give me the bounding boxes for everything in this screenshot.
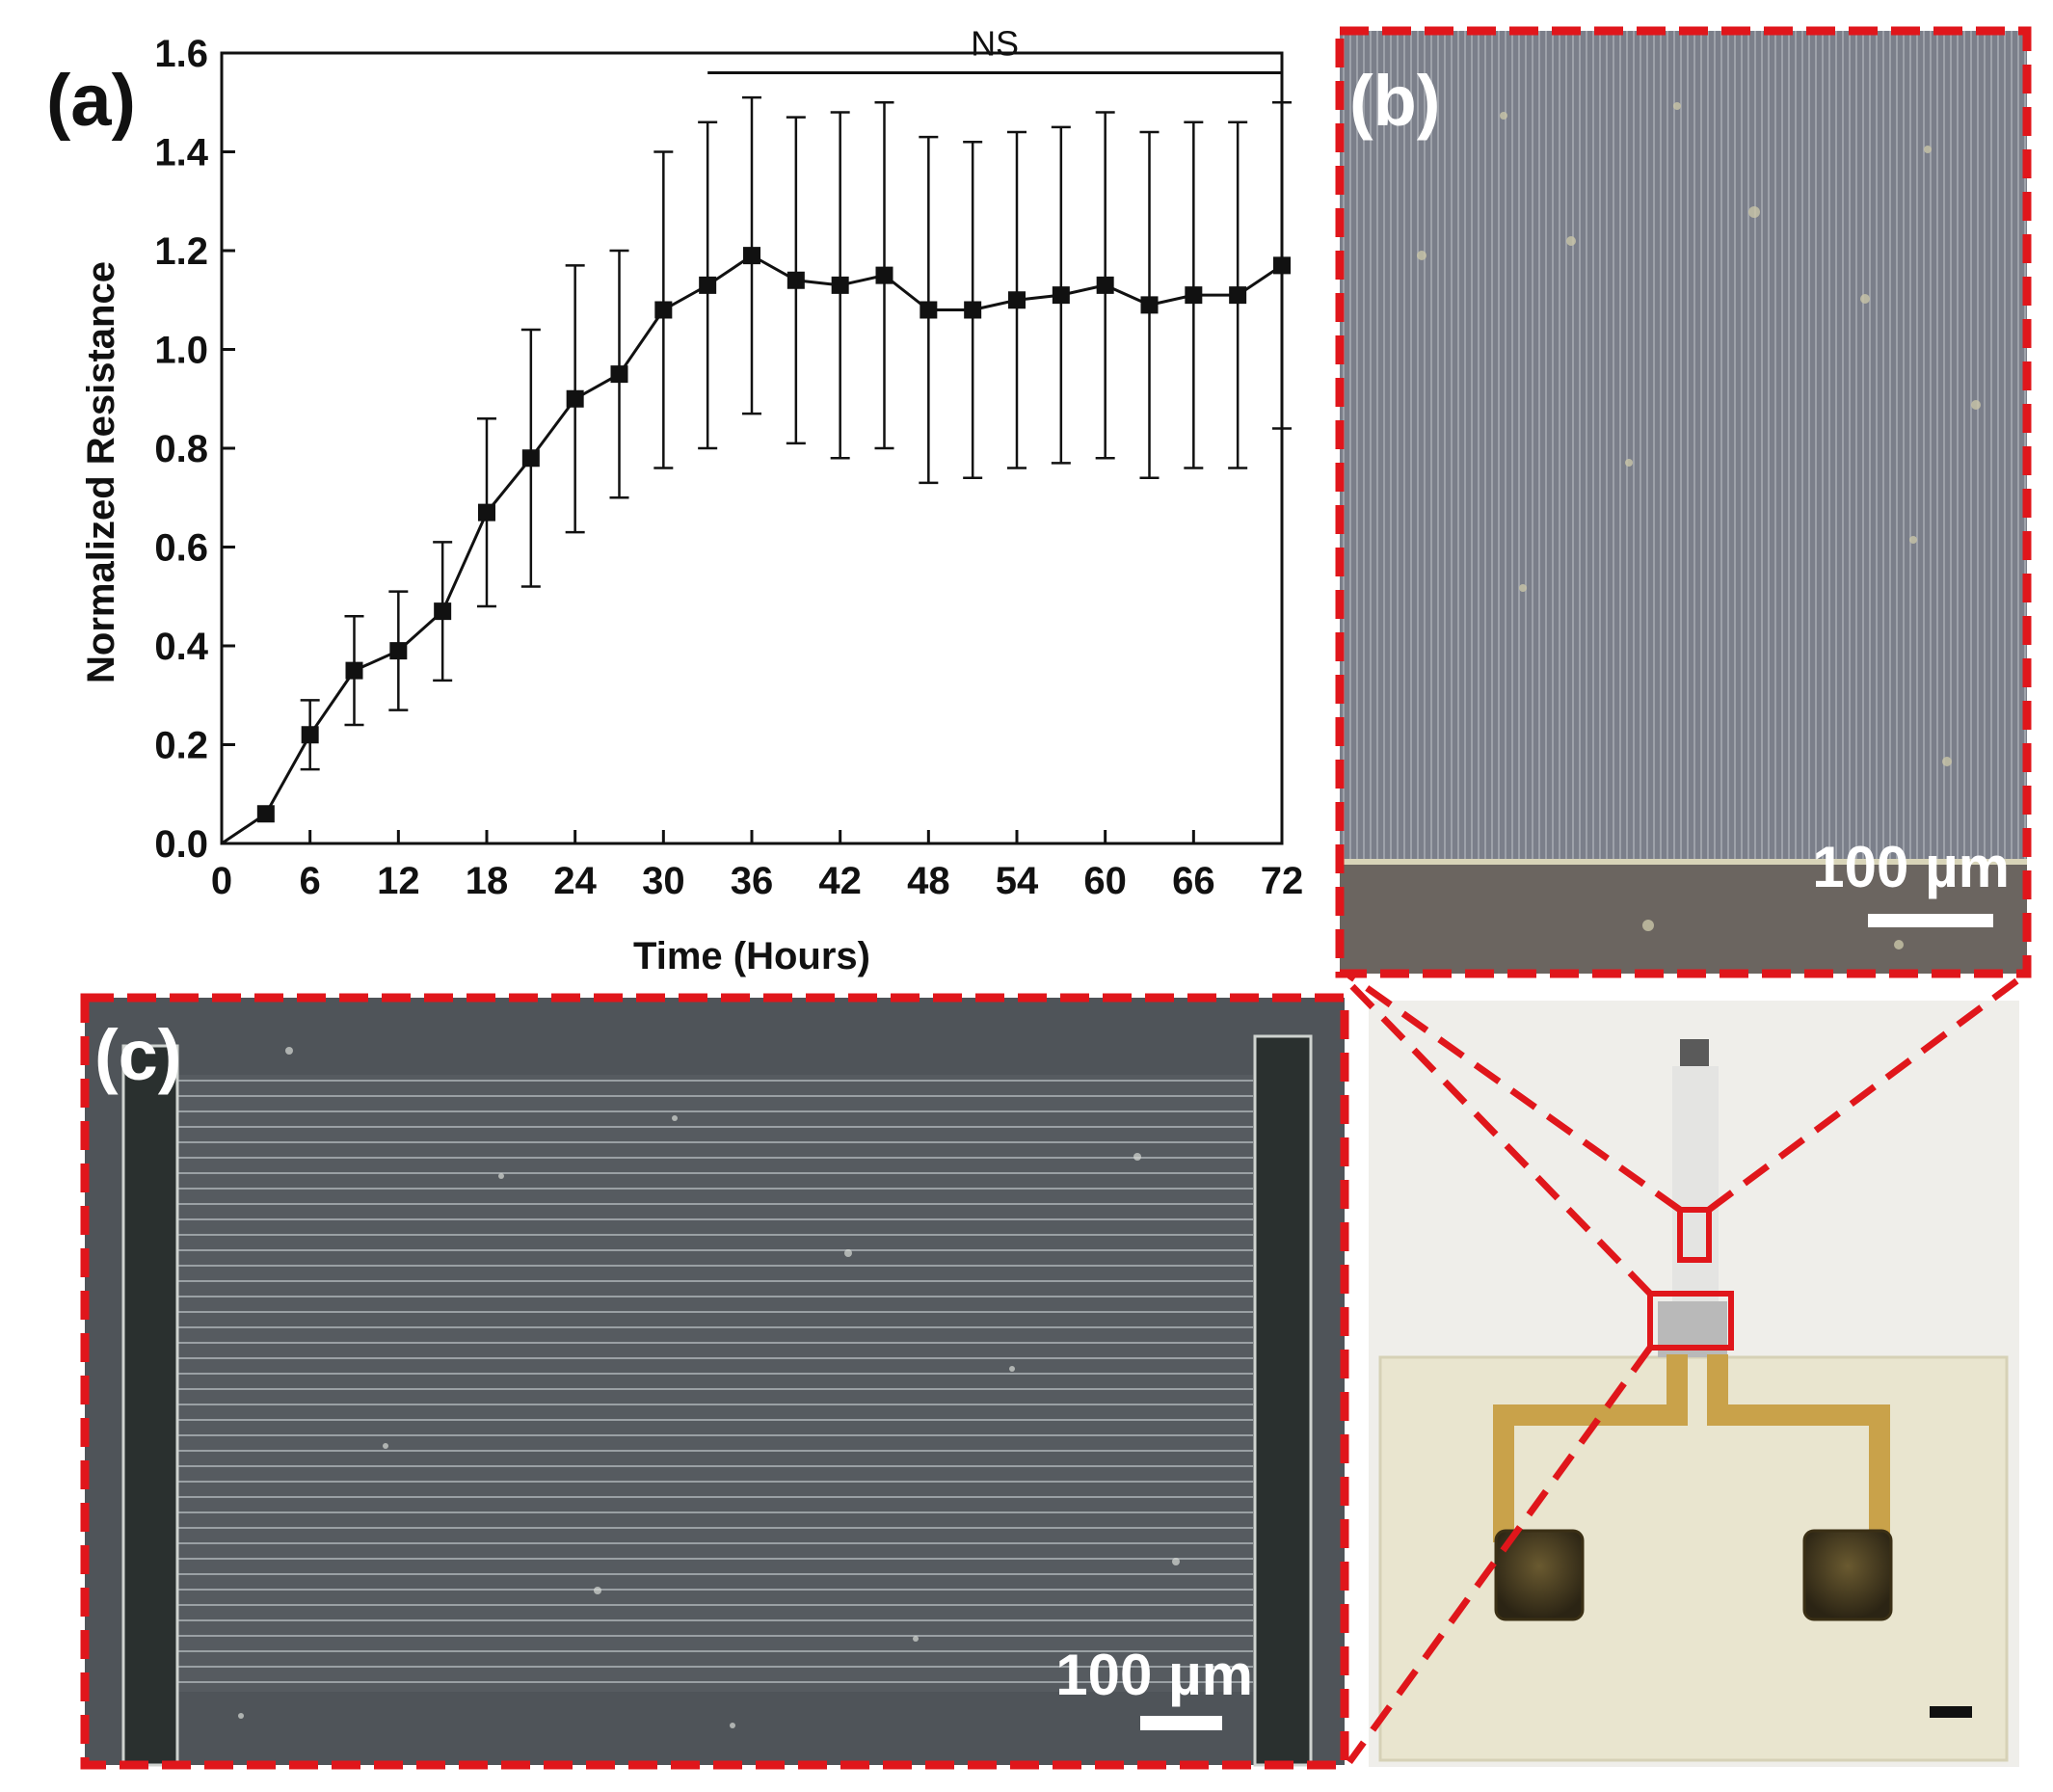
data-point	[478, 503, 495, 522]
data-point	[256, 805, 275, 823]
zoom-connector-lines	[1346, 973, 2027, 1765]
panel-c-scale-label: 100 µm	[1055, 1643, 1253, 1707]
panel-b-border	[1335, 26, 2032, 978]
x-tick-label: 60	[1083, 860, 1127, 902]
panel-c-border	[80, 993, 1349, 1770]
electrode-right	[1253, 1034, 1313, 1767]
data-point	[521, 449, 540, 468]
y-tick-label: 0.4	[154, 626, 208, 668]
x-tick-label: 12	[377, 860, 420, 902]
y-tick-label: 0.6	[154, 527, 208, 570]
zoom-box-lower	[1647, 1291, 1734, 1351]
data-point	[964, 301, 982, 319]
contact-pad-left	[1494, 1529, 1585, 1621]
data-point	[1052, 286, 1070, 305]
x-tick-label: 30	[642, 860, 685, 902]
data-point	[831, 276, 849, 294]
device-sensor-strip	[1672, 1066, 1719, 1317]
data-point	[610, 365, 628, 384]
x-tick-label: 18	[466, 860, 509, 902]
data-point	[875, 266, 893, 284]
device-photo	[1369, 1001, 2019, 1767]
panel-c-letter: (c)	[94, 1015, 181, 1095]
x-tick-label: 42	[818, 860, 862, 902]
cell-debris-b	[1417, 102, 1981, 949]
electrode-left	[121, 1044, 179, 1767]
panel-b-letter: (b)	[1349, 61, 1441, 141]
data-point	[1008, 291, 1026, 309]
data-point	[1273, 256, 1291, 275]
device-scale-bar	[1930, 1706, 1972, 1718]
y-axis: 0.0 0.2 0.4 0.6 0.8 1.0 1.2 1.4 1.6	[154, 33, 235, 866]
panel-b-micrograph: (b) 100 µm	[1335, 26, 2032, 978]
x-tick-label: 36	[731, 860, 774, 902]
x-axis-title: Time (Hours)	[633, 935, 870, 977]
x-tick-label: 0	[211, 860, 232, 902]
x-tick-label: 66	[1172, 860, 1215, 902]
y-tick-label: 1.4	[154, 132, 208, 174]
y-tick-label: 0.2	[154, 725, 208, 767]
data-point	[301, 726, 319, 744]
data-point	[389, 642, 408, 660]
data-point	[566, 389, 584, 408]
x-axis: 0 6 12 18 24 30 36 42 48 54 60 66 72	[211, 830, 1303, 902]
y-tick-label: 1.6	[154, 33, 208, 75]
panel-c-scale-bar	[1140, 1716, 1222, 1730]
panel-a-letter: (a)	[46, 60, 136, 142]
panel-b-scale-label: 100 µm	[1812, 835, 2010, 899]
y-tick-label: 0.8	[154, 428, 208, 470]
data-point	[434, 602, 452, 621]
ns-annotation: NS	[971, 24, 1019, 64]
gold-trace-left	[1493, 1354, 1688, 1542]
micrograph-b-image	[1340, 31, 2027, 862]
data-point	[787, 271, 805, 289]
x-tick-label: 48	[907, 860, 950, 902]
device-sample-block	[1680, 1039, 1709, 1066]
y-tick-label: 1.0	[154, 330, 208, 372]
y-axis-title: Normalized Resistance	[80, 261, 122, 683]
y-tick-label: 1.2	[154, 230, 208, 273]
data-point	[1185, 286, 1203, 305]
x-tick-label: 72	[1261, 860, 1304, 902]
panel-c-micrograph: (c) 100 µm	[80, 993, 1349, 1770]
panel-b-scale-bar	[1868, 914, 1993, 927]
data-point	[1229, 286, 1247, 305]
data-point	[699, 276, 717, 294]
data-point	[654, 301, 673, 319]
gold-trace-right	[1707, 1354, 1890, 1542]
device-board	[1378, 1355, 2009, 1762]
data-point	[1140, 296, 1159, 314]
x-tick-label: 54	[996, 860, 1039, 902]
data-point	[1096, 276, 1114, 294]
x-tick-label: 6	[300, 860, 321, 902]
data-point	[920, 301, 938, 319]
micrograph-c-grating	[178, 1075, 1253, 1692]
contact-pad-right	[1802, 1529, 1893, 1621]
data-point	[743, 247, 760, 265]
error-bars	[300, 95, 1292, 771]
data-markers	[256, 247, 1291, 823]
x-tick-label: 24	[553, 860, 597, 902]
data-point	[345, 661, 363, 680]
zoom-box-upper	[1677, 1207, 1712, 1263]
panel-a-chart: (a) 0.0 0.2 0.4 0.6 0.8 1.0 1.2 1.4 1.6 0 6 12 18 24…	[46, 24, 1303, 978]
cell-debris-c	[238, 1047, 1180, 1728]
y-tick-label: 0.0	[154, 823, 208, 866]
